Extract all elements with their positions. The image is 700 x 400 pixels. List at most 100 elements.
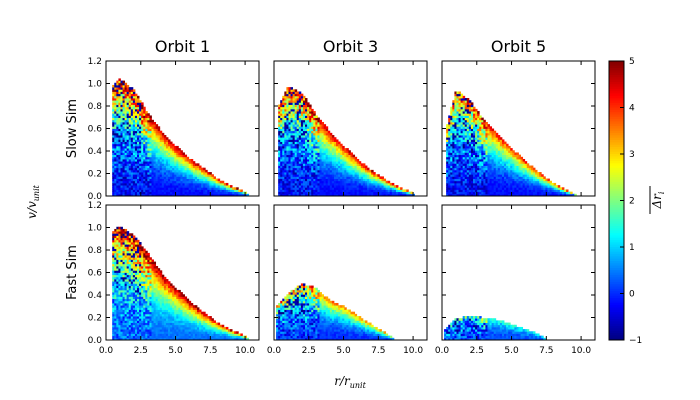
heatmap-cell [118,261,121,265]
heatmap-cell [149,165,152,169]
heatmap-cell [126,104,130,108]
heatmap-cell [282,95,285,99]
heatmap-cell [145,176,148,179]
heatmap-cell [487,124,490,127]
heatmap-cell [514,191,517,195]
heatmap-cell [309,180,312,184]
heatmap-cell [468,148,472,151]
heatmap-cell [182,187,185,190]
heatmap-cell [485,124,488,127]
heatmap-cell [452,111,455,114]
heatmap-cell [317,178,320,182]
heatmap-cell [168,174,171,177]
heatmap-cell [139,115,142,119]
heatmap-cell [302,148,306,151]
heatmap-cell [489,130,493,134]
heatmap-cell [159,161,163,164]
heatmap-cell [493,141,497,145]
heatmap-cell [462,128,466,132]
heatmap-cell [329,185,333,188]
heatmap-cell [153,152,157,156]
heatmap-cell [278,119,281,123]
heatmap-cell [134,174,138,177]
heatmap-cell [211,187,214,190]
heatmap-cell [282,172,285,175]
heatmap-cell [389,191,393,195]
heatmap-cell [516,187,519,190]
heatmap-cell [329,141,333,145]
heatmap-cell [510,165,513,169]
heatmap-cell [147,154,150,158]
heatmap-cell [460,98,464,101]
heatmap-cell [288,156,291,160]
heatmap-cell [485,130,488,134]
heatmap-cell [230,187,233,190]
heatmap-cell [180,154,183,158]
heatmap-cell [364,165,368,169]
heatmap-cell [128,154,132,158]
heatmap-cell [280,106,283,110]
heatmap-cell [178,189,181,193]
heatmap-cell [118,272,121,276]
heatmap-cell [508,152,511,156]
heatmap-cell [342,150,345,153]
heatmap-cell [456,191,459,195]
heatmap-cell [292,126,296,129]
heatmap-cell [336,143,339,147]
heatmap-cell [331,180,335,184]
heatmap-cell [483,178,486,182]
heatmap-cell [120,165,123,169]
heatmap-cell [130,185,134,188]
heatmap-cell [402,191,405,195]
heatmap-cell [282,119,285,123]
heatmap-cell [155,130,159,134]
heatmap-cell [134,152,138,156]
heatmap-cell [468,158,472,162]
heatmap-cell [305,104,308,108]
heatmap-cell [165,141,169,145]
heatmap-cell [323,172,327,175]
heatmap-cell [305,98,308,101]
heatmap-cell [124,169,128,173]
heatmap-cell [473,191,476,195]
heatmap-cell [466,191,470,195]
heatmap-cell [315,158,318,162]
heatmap-cell [508,189,511,193]
heatmap-cell [114,180,117,184]
heatmap-cell [367,189,370,193]
heatmap-cell [168,152,171,156]
heatmap-cell [120,108,123,112]
heatmap-cell [112,180,115,184]
heatmap-cell [321,148,325,151]
heatmap-cell [145,139,148,142]
heatmap-cell [118,320,121,323]
heatmap-cell [194,172,198,175]
heatmap-cell [172,158,175,162]
heatmap-cell [311,152,314,156]
heatmap-cell [489,176,493,179]
heatmap-cell [298,172,302,175]
heatmap-cell [520,169,524,173]
heatmap-cell [473,178,476,182]
heatmap-cell [537,185,540,188]
heatmap-cell [508,180,511,184]
heatmap-cell [317,156,320,160]
heatmap-cell [362,167,366,171]
heatmap-cell [450,174,453,177]
heatmap-cell [302,137,306,140]
heatmap-cell [294,132,298,136]
heatmap-cell [446,161,449,164]
heatmap-cell [479,176,482,179]
heatmap-cell [446,193,449,197]
heatmap-cell [383,189,387,193]
heatmap-cell [448,137,451,140]
heatmap-cell [307,102,310,105]
heatmap-cell [288,93,291,97]
heatmap-cell [128,163,132,166]
heatmap-cell [495,178,499,182]
heatmap-cell [278,161,281,164]
heatmap-cell [209,189,212,193]
heatmap-cell [462,167,466,171]
heatmap-cell [296,128,300,132]
heatmap-cell [278,108,281,112]
